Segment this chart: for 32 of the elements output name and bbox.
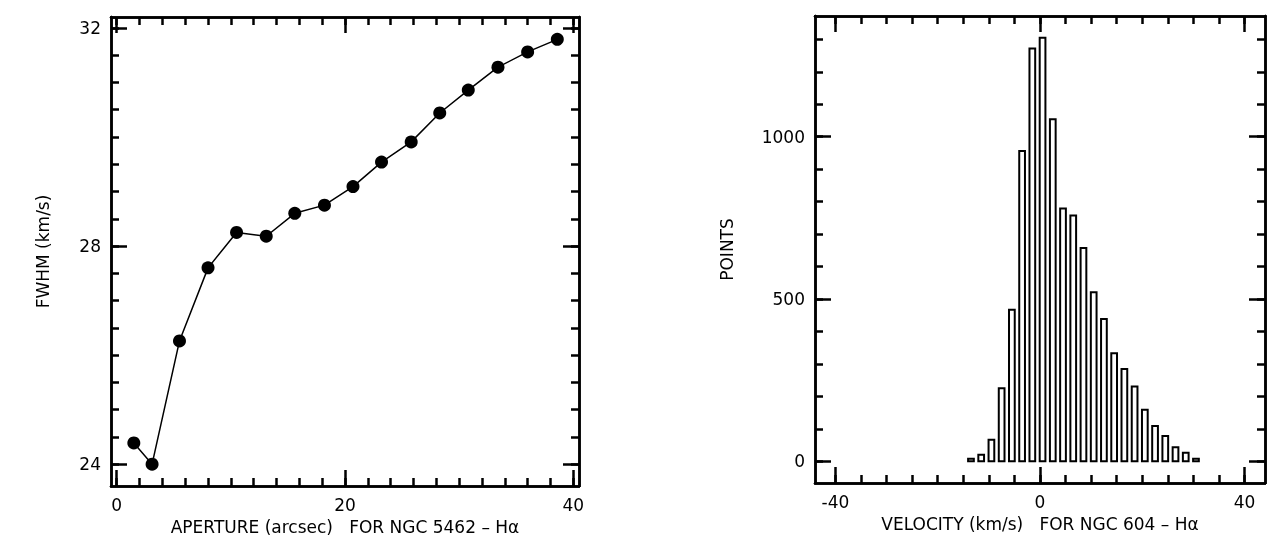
point [288,206,302,220]
point [404,135,418,149]
y-axis-title: FWHM (km/s) [32,194,53,309]
point [521,45,535,59]
y-tick-label: 0 [794,451,805,472]
point [127,436,141,450]
point [461,83,475,97]
point [491,60,505,74]
point [259,229,273,243]
point [201,261,215,275]
point [346,180,360,194]
point [550,32,564,46]
x-axis-title: VELOCITY (km/s) FOR NGC 604 – Hα [881,513,1199,534]
y-tick-label: 24 [79,454,101,475]
point [433,106,447,120]
x-tick-label: -40 [821,491,850,512]
y-tick-label: 28 [79,236,101,257]
point [145,457,159,471]
x-tick-label: 40 [562,494,585,515]
point [375,155,389,169]
x-tick-label: 0 [1034,491,1046,512]
point [230,225,244,239]
point [317,198,331,212]
x-tick-label: 40 [1233,491,1256,512]
y-axis-title: POINTS [716,218,737,281]
y-tick-label: 500 [772,288,805,309]
y-tick-label: 32 [79,17,101,38]
x-axis-title: APERTURE (arcsec) FOR NGC 5462 – Hα [170,516,520,537]
point [173,334,186,348]
y-tick-label: 1000 [761,126,805,147]
x-tick-label: 0 [111,494,123,515]
x-tick-label: 20 [334,494,356,515]
